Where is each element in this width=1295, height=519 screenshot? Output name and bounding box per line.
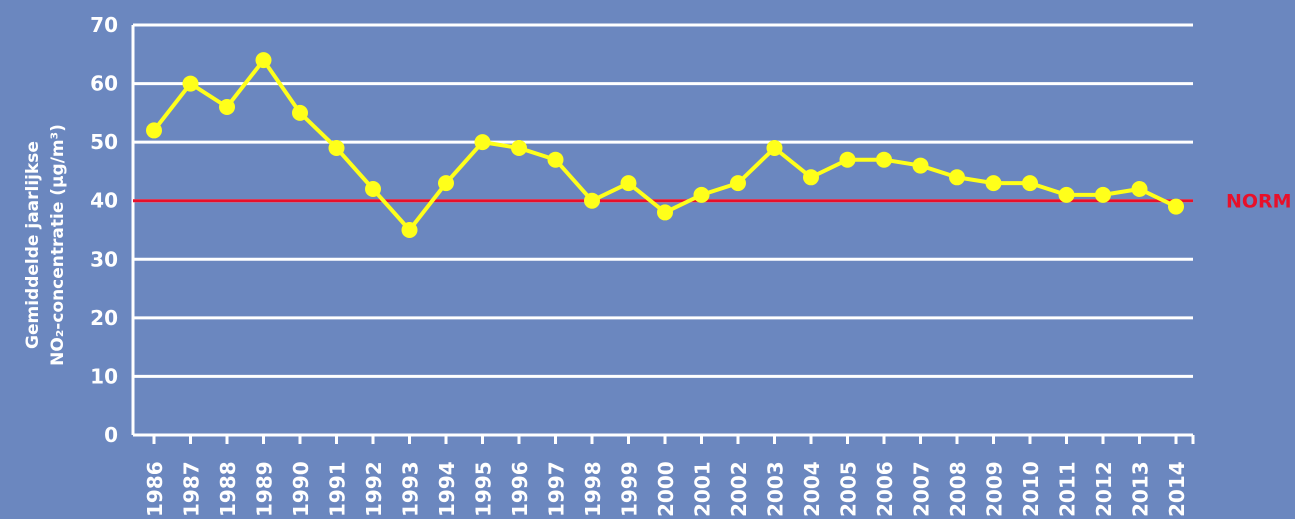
y-tick-label: 70	[90, 13, 118, 37]
data-point	[255, 52, 272, 69]
x-tick-label: 1993	[399, 461, 423, 517]
y-tick-label: 50	[90, 130, 118, 154]
x-tick-label: 1986	[143, 461, 167, 517]
x-tick-label: 1999	[618, 461, 642, 517]
y-tick-label: 20	[90, 306, 118, 330]
x-tick-label: 2010	[1019, 461, 1043, 517]
data-point	[657, 204, 673, 221]
x-tick-label: 2003	[764, 461, 788, 517]
y-tick-label: 40	[90, 189, 118, 213]
x-tick-label: 1996	[508, 461, 532, 517]
data-point	[620, 175, 637, 192]
x-tick-label: 1988	[216, 461, 240, 517]
data-point	[1058, 186, 1075, 203]
data-point	[1095, 186, 1111, 203]
x-tick-label: 2014	[1165, 461, 1189, 517]
y-tick-label: 30	[90, 247, 118, 271]
data-point	[146, 122, 162, 139]
x-tick-label: 1994	[435, 461, 459, 517]
data-point	[803, 169, 819, 186]
x-tick-label: 2007	[910, 461, 934, 517]
x-tick-label: 2006	[873, 461, 897, 517]
data-point	[401, 222, 418, 238]
x-tick-label: 2000	[654, 461, 678, 517]
x-tick-label: 2009	[983, 461, 1007, 517]
y-tick-label: 10	[90, 364, 118, 388]
x-tick-label: 2011	[1056, 461, 1080, 517]
y-axis-label: NO₂-concentratie (µg/m³)	[48, 124, 68, 366]
y-axis-label: Gemiddelde jaarlijkse	[23, 141, 43, 349]
data-point	[876, 151, 892, 168]
data-point	[730, 175, 746, 192]
data-point	[511, 140, 527, 156]
data-point	[365, 181, 381, 197]
x-tick-label: 2008	[946, 461, 970, 517]
x-tick-label: 1989	[253, 461, 277, 517]
data-point	[328, 140, 345, 156]
norm-label: NORM	[1226, 191, 1292, 213]
x-tick-label: 2005	[837, 461, 861, 517]
data-point	[1131, 181, 1148, 197]
data-point	[584, 192, 600, 209]
data-point	[182, 75, 199, 92]
data-point	[949, 169, 965, 186]
x-tick-label: 1987	[180, 461, 204, 517]
x-tick-label: 1998	[581, 461, 605, 517]
x-tick-label: 1995	[472, 461, 496, 517]
data-point	[766, 140, 783, 156]
data-point	[839, 151, 856, 168]
x-tick-label: 1992	[362, 461, 386, 517]
data-point	[547, 151, 564, 168]
x-tick-label: 2013	[1129, 461, 1153, 517]
x-tick-label: 2012	[1092, 461, 1116, 517]
data-point	[219, 99, 235, 115]
data-point	[438, 175, 454, 192]
x-tick-label: 2001	[691, 461, 715, 517]
x-tick-label: 1997	[545, 461, 569, 517]
data-point	[1022, 175, 1038, 192]
x-tick-label: 2002	[727, 461, 751, 517]
data-point	[693, 186, 710, 203]
y-tick-label: 0	[104, 423, 118, 447]
data-point	[1168, 198, 1184, 215]
x-tick-label: 1991	[326, 461, 350, 517]
x-tick-label: 2004	[800, 461, 824, 517]
y-tick-label: 60	[90, 72, 118, 96]
x-tick-label: 1990	[289, 461, 313, 517]
data-point	[985, 175, 1002, 192]
data-point	[292, 104, 308, 121]
data-point	[912, 157, 929, 174]
data-point	[474, 134, 491, 151]
